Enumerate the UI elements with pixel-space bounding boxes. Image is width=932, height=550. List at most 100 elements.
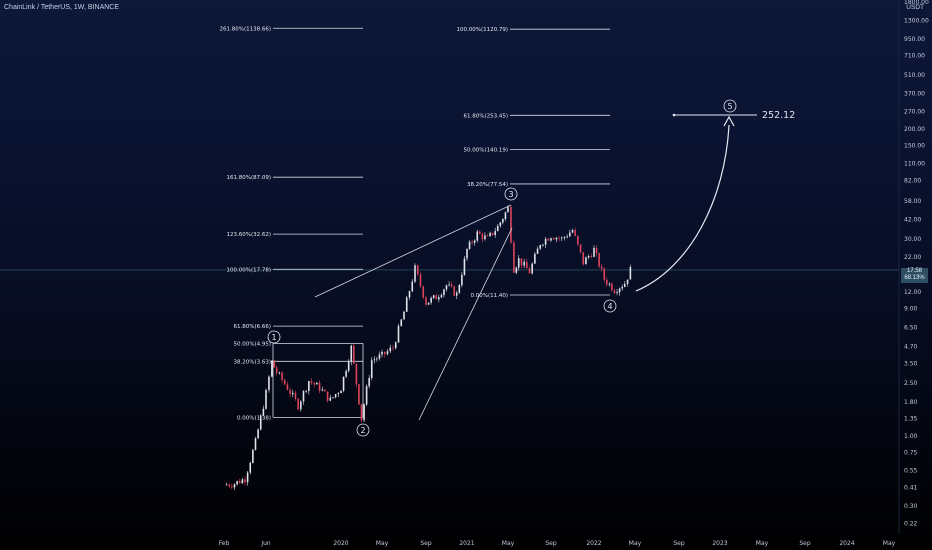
- y-tick-label: 710.00: [904, 53, 925, 60]
- y-tick-label: 950.00: [904, 36, 925, 43]
- y-tick-label: 2.50: [904, 380, 918, 387]
- candle-body: [491, 232, 494, 235]
- wedge-lower-trendline[interactable]: [418, 227, 513, 421]
- candle-body: [236, 481, 238, 485]
- y-tick-label: 9.00: [904, 306, 918, 313]
- candle-body: [626, 279, 629, 284]
- candle-body: [334, 394, 337, 398]
- candle-body: [574, 230, 576, 236]
- y-tick-label: 1300.00: [904, 18, 929, 25]
- x-tick-label: Sep: [799, 540, 811, 547]
- y-tick-label: 58.00: [904, 198, 921, 205]
- x-tick-label: May: [502, 540, 515, 547]
- y-tick-label: 0.22: [904, 521, 918, 528]
- y-tick-label: 42.00: [904, 216, 921, 223]
- candle-body: [419, 274, 422, 287]
- candle-body: [476, 231, 479, 241]
- y-tick-label: 4.70: [904, 343, 918, 350]
- candle-body: [373, 359, 376, 361]
- candle-body: [324, 389, 326, 392]
- candle-body: [600, 266, 603, 269]
- fib-level-label: 38.20%(77.54): [467, 182, 508, 188]
- candle-body: [616, 292, 618, 294]
- candle-body: [225, 484, 228, 486]
- candle-body: [445, 285, 448, 290]
- candle-body: [558, 237, 560, 239]
- candle-body: [416, 265, 419, 275]
- candle-body: [443, 289, 445, 296]
- candle-body: [579, 244, 582, 253]
- candle-body: [337, 393, 340, 395]
- y-tick-label: 200.00: [904, 126, 925, 133]
- chart-title: ChainLink / TetherUS, 1W, BINANCE: [4, 4, 120, 11]
- candle-body: [544, 238, 547, 245]
- y-tick-label: 12.00: [904, 289, 921, 296]
- candle-body: [629, 266, 632, 280]
- candle-body: [531, 263, 533, 274]
- candle-body: [427, 302, 430, 305]
- candle-body: [383, 351, 386, 355]
- candle-body: [547, 238, 550, 241]
- candle-body: [257, 429, 259, 439]
- fib-level-label: 38.20%(3.63): [233, 359, 271, 365]
- wave-number: 2: [360, 426, 365, 435]
- last-price-tag: 17.58 68.13%: [901, 268, 928, 283]
- candle-body: [353, 345, 355, 364]
- candle-body: [603, 268, 606, 280]
- x-tick-label: 2022: [586, 540, 601, 547]
- candle-body: [265, 389, 267, 409]
- candle-body: [313, 382, 316, 385]
- candle-body: [528, 268, 531, 274]
- candle-body: [458, 285, 461, 293]
- x-tick-label: May: [629, 540, 642, 547]
- candle-body: [271, 360, 273, 377]
- candle-body: [305, 390, 307, 392]
- fib-level-label: 0.00%(11.40): [470, 293, 508, 299]
- x-tick-label: 2020: [333, 540, 348, 547]
- y-tick-label: 510.00: [904, 72, 925, 79]
- y-tick-label: 30.00: [904, 236, 921, 243]
- candle-body: [555, 237, 558, 240]
- candle-body: [539, 245, 542, 249]
- candle-body: [438, 297, 440, 300]
- y-tick-label: 22.00: [904, 254, 921, 261]
- x-tick-label: Feb: [219, 540, 230, 547]
- candle-body: [381, 351, 383, 355]
- candle-body: [408, 291, 411, 298]
- candle-body: [513, 242, 515, 273]
- candle-body: [448, 284, 450, 286]
- candle-body: [350, 345, 353, 362]
- candle-body: [623, 283, 626, 287]
- candle-body: [479, 231, 481, 234]
- wave-number: 4: [607, 302, 612, 311]
- candle-body: [252, 449, 254, 463]
- candle-body: [526, 261, 528, 269]
- candle-body: [461, 274, 463, 286]
- candle-body: [593, 247, 595, 257]
- candle-body: [275, 367, 278, 374]
- y-tick-label: 1800.00: [904, 0, 929, 6]
- candle-body: [496, 225, 499, 232]
- candle-body: [450, 284, 453, 287]
- candle-body: [342, 376, 345, 391]
- y-tick-label: 3.50: [904, 360, 918, 367]
- fib-level-label: 61.80%(253.45): [463, 113, 508, 119]
- y-tick-label: 1.35: [904, 416, 918, 423]
- candle-body: [411, 281, 414, 292]
- candle-body: [321, 389, 324, 391]
- candle-body: [517, 258, 520, 268]
- candle-body: [386, 351, 389, 355]
- candle-body: [329, 397, 332, 401]
- candle-body: [300, 401, 302, 410]
- x-tick-label: Sep: [420, 540, 432, 547]
- candle-body: [484, 235, 486, 240]
- candle-body: [510, 206, 512, 243]
- candle-body: [440, 295, 443, 298]
- wedge-upper-trendline[interactable]: [314, 204, 512, 298]
- candle-body: [502, 219, 504, 223]
- projection-curve[interactable]: [635, 124, 730, 292]
- target-price-label: 252.12: [762, 110, 795, 121]
- candle-body: [432, 295, 435, 298]
